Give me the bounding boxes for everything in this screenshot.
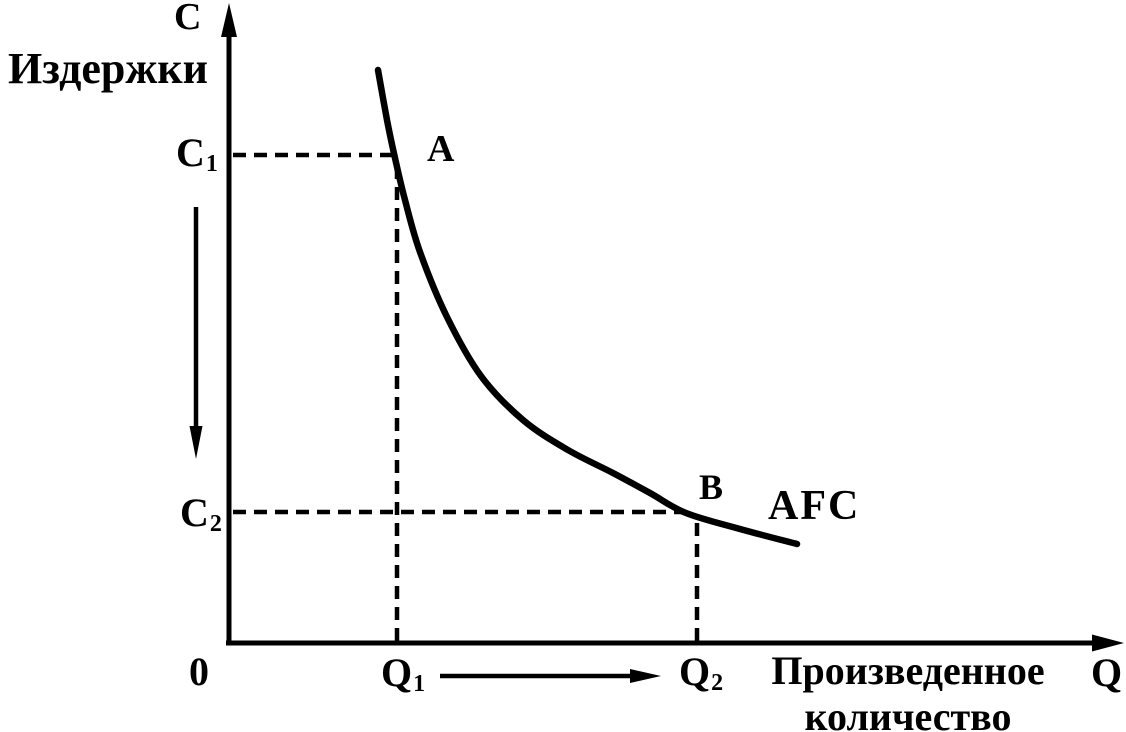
x-axis-caption-line1: Произведенное — [771, 648, 1045, 693]
q1-tick-subscript: 1 — [413, 671, 426, 698]
y-axis-letter: C — [174, 0, 202, 38]
y-axis-arrowhead — [221, 3, 237, 37]
c1-tick-subscript: 1 — [205, 151, 218, 178]
c1-tick-label: C1 — [176, 130, 218, 177]
c2-tick-label: C2 — [180, 490, 222, 537]
point-a-label: A — [427, 128, 455, 170]
c2-tick-subscript: 2 — [209, 511, 222, 538]
afc-curve-group — [374, 66, 801, 548]
afc-curve — [374, 66, 801, 548]
x-axis-letter: Q — [1091, 650, 1123, 695]
down-annotation-arrowhead — [189, 426, 203, 459]
c2-tick-base: C — [180, 490, 209, 535]
annotation-arrows-group — [189, 207, 661, 683]
q2-tick-base: Q — [679, 649, 711, 694]
guides-group — [233, 152, 700, 641]
afc-curve-label: AFC — [768, 483, 861, 529]
x-axis-caption: Произведенное количество — [770, 648, 1046, 732]
y-axis-caption: Издержки — [8, 44, 208, 93]
x-axis-caption-line2: количество — [804, 694, 1012, 732]
right-annotation-arrowhead — [630, 669, 661, 683]
origin-label: 0 — [189, 649, 209, 694]
q2-tick-subscript: 2 — [711, 670, 724, 697]
q2-tick-label: Q2 — [679, 649, 723, 696]
axes-group — [221, 3, 1124, 652]
q1-tick-label: Q1 — [381, 650, 425, 697]
point-b-label: B — [699, 467, 724, 507]
q1-tick-base: Q — [381, 650, 413, 695]
x-axis-arrowhead — [1092, 634, 1124, 652]
c1-tick-base: C — [176, 130, 205, 175]
